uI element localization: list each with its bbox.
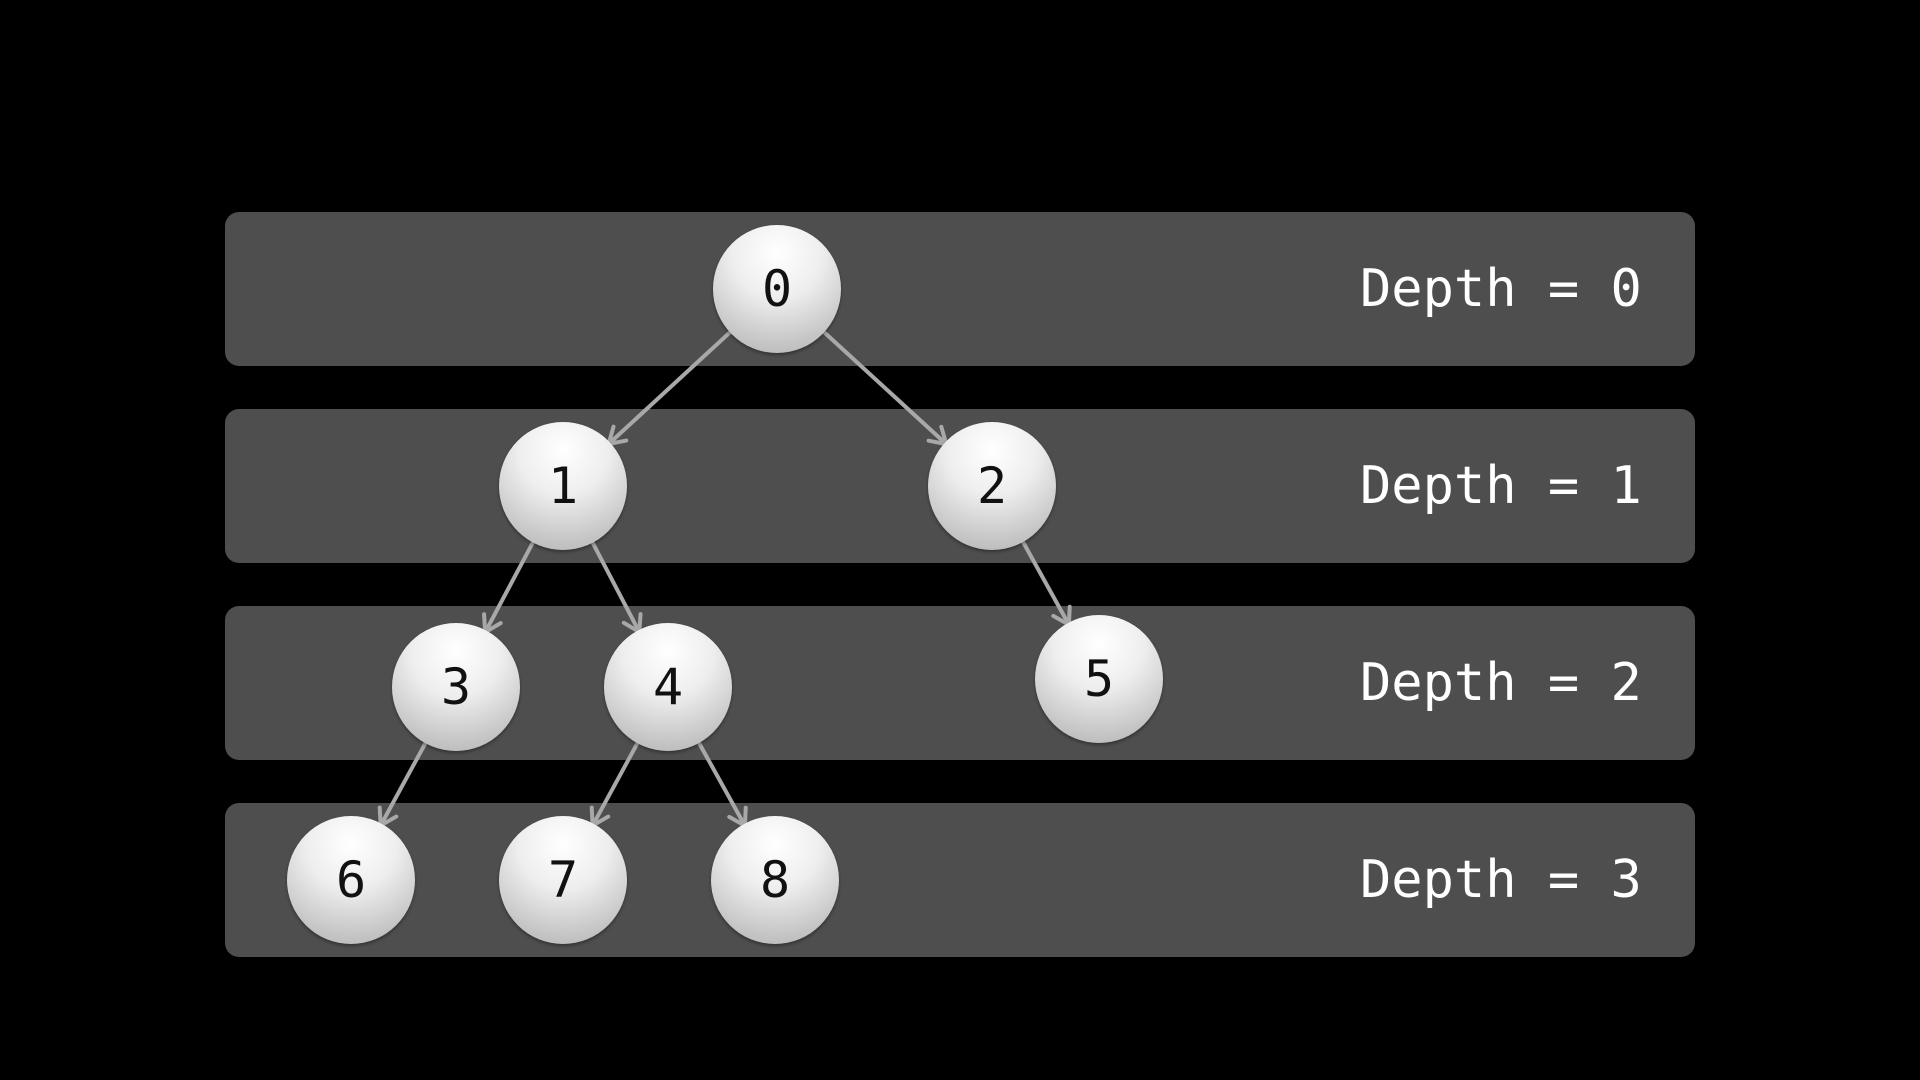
tree-node-4: 4 <box>604 623 732 751</box>
tree-node-0: 0 <box>713 225 841 353</box>
tree-node-3: 3 <box>392 623 520 751</box>
tree-node-1: 1 <box>499 422 627 550</box>
tree-node-6: 6 <box>287 816 415 944</box>
depth-band-3 <box>225 803 1695 957</box>
tree-node-5: 5 <box>1035 615 1163 743</box>
depth-band-0 <box>225 212 1695 366</box>
tree-node-8: 8 <box>711 816 839 944</box>
depth-label-3: Depth = 3 <box>1360 850 1642 910</box>
tree-node-2: 2 <box>928 422 1056 550</box>
depth-label-1: Depth = 1 <box>1360 456 1642 516</box>
depth-label-2: Depth = 2 <box>1360 653 1642 713</box>
depth-label-0: Depth = 0 <box>1360 259 1642 319</box>
tree-node-7: 7 <box>499 816 627 944</box>
